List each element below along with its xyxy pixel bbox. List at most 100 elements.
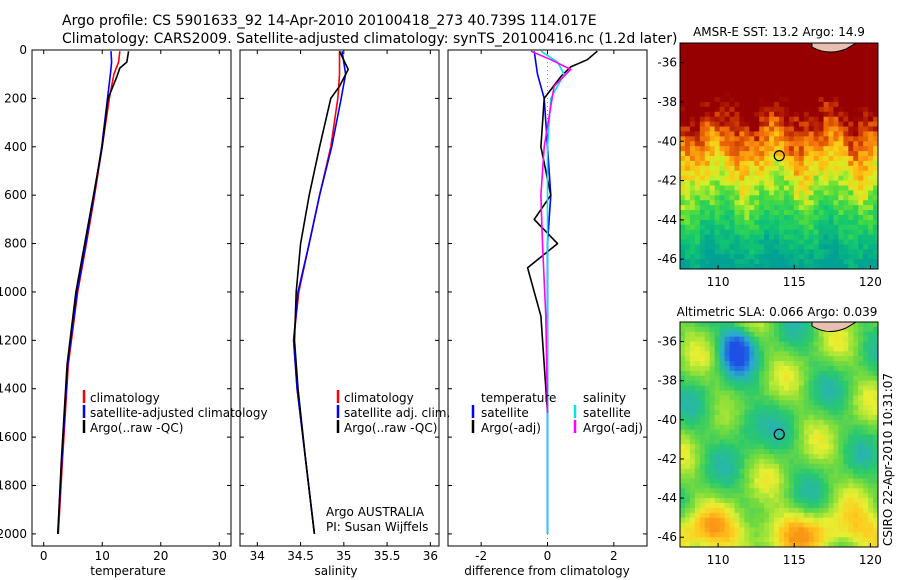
heatmap-cell [684,419,691,426]
heatmap-cell [769,478,775,485]
heatmap-cell [868,419,874,426]
heatmap-cell [858,517,864,524]
heatmap-cell [793,356,800,362]
heatmap-cell [684,478,691,485]
heatmap-cell [739,205,745,211]
heatmap-cell [734,111,740,118]
heatmap-cell [868,259,874,265]
heatmap-cell [759,82,765,88]
heatmap-cell [783,254,790,260]
heatmap-cell [823,336,830,343]
heatmap-cell [808,380,815,387]
heatmap-cell [684,517,691,524]
heatmap-cell [813,366,820,372]
heatmap-cell [680,498,686,504]
heatmap-cell [699,380,706,387]
heatmap-cell [858,532,864,538]
heatmap-cell [858,512,864,519]
heatmap-cell [709,264,716,269]
heatmap-cell [853,160,859,167]
heatmap-cell [783,346,790,352]
heatmap-cell [684,210,691,216]
heatmap-cell [838,136,844,142]
heatmap-cell [798,366,805,372]
heatmap-cell [769,92,775,98]
heatmap-cell [739,410,745,416]
heatmap-cell [749,473,755,480]
heatmap-cell [759,190,765,196]
heatmap-cell [838,121,844,128]
heatmap-cell [709,380,716,387]
heatmap-cell [699,458,706,465]
heatmap-cell [689,454,696,460]
heatmap-cell [848,146,854,152]
heatmap-cell [848,512,854,519]
heatmap-cell [779,82,785,88]
heatmap-cell [873,478,878,485]
heatmap-cell [749,106,755,113]
heatmap-cell [833,254,839,260]
heatmap-cell [724,175,731,182]
heatmap-cell [823,454,830,460]
heatmap-cell [843,249,849,255]
heatmap-cell [689,214,696,221]
heatmap-cell [694,512,701,519]
heatmap-cell [764,498,770,504]
heatmap-cell [734,410,740,416]
heatmap-cell [699,264,706,269]
heatmap-cell [843,136,849,142]
heatmap-cell [823,126,830,133]
heatmap-cell [838,375,844,382]
heatmap-cell [788,259,795,265]
heatmap-cell [724,43,731,49]
heatmap-cell [793,62,800,69]
heatmap-cell [680,390,686,396]
heatmap-cell [709,205,716,211]
heatmap-cell [704,47,711,54]
heatmap-cell [684,522,691,529]
heatmap-cell [868,424,874,431]
heatmap-cell [818,488,825,494]
heatmap-cell [764,141,770,147]
heatmap-cell [813,370,820,377]
heatmap-cell [684,175,691,182]
heatmap-cell [798,234,805,241]
heatmap-cell [709,165,716,172]
heatmap-cell [714,366,721,372]
heatmap-cell [863,522,869,529]
heatmap-cell [724,141,731,147]
heatmap-cell [858,97,864,103]
heatmap-cell [838,249,844,255]
heatmap-cell [793,458,800,465]
heatmap-cell [863,537,869,543]
heatmap-cell [853,502,859,509]
heatmap-cell [863,136,869,142]
heatmap-cell [749,136,755,142]
heatmap-cell [764,522,770,529]
heatmap-cell [863,264,869,269]
heatmap-cell [759,331,765,338]
heatmap-cell [709,101,716,108]
heatmap-cell [858,419,864,426]
heatmap-cell [823,424,830,431]
heatmap-cell [868,512,874,519]
heatmap-cell [769,219,775,226]
heatmap-cell [779,473,785,480]
heatmap-cell [694,395,701,401]
heatmap-cell [694,97,701,103]
heatmap-cell [680,47,686,54]
heatmap-cell [783,507,790,514]
heatmap-cell [774,146,780,152]
heatmap-cell [749,458,755,465]
heatmap-cell [833,141,839,147]
heatmap-cell [848,87,854,93]
heatmap-cell [680,400,686,406]
heatmap-cell [734,126,740,133]
heatmap-cell [798,414,805,421]
heatmap-cell [868,160,874,167]
heatmap-cell [734,87,740,93]
heatmap-cell [704,239,711,246]
heatmap-cell [863,87,869,93]
heatmap-cell [863,434,869,440]
heatmap-cell [783,170,790,177]
